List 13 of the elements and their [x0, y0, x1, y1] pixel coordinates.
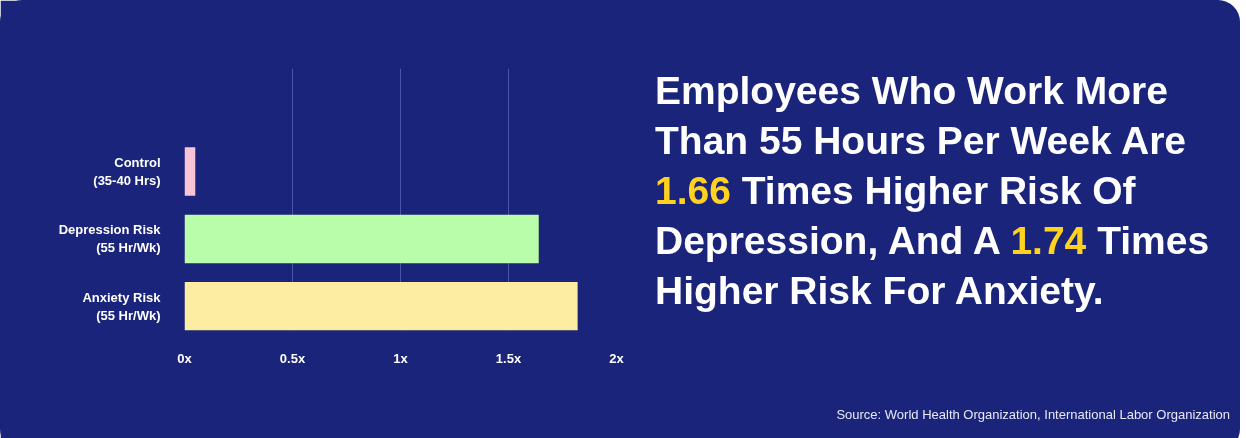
y-tick-label: Depression Risk (55 Hr/Wk) — [58, 222, 162, 256]
text: Employees Who Work More Than 55 Hours Per Week Are 1.66 Times Higher Risk Of Depression, And A 1.74 Times Higher Risk For Anxiety. — [655, 68, 1211, 314]
x-tick-label: 1x — [393, 350, 409, 366]
bar — [184, 147, 196, 196]
y-tick-label: Anxiety Risk (55 Hr/Wk) — [82, 289, 162, 323]
x-tick-label: 1.5x — [495, 350, 522, 366]
bar — [184, 214, 539, 264]
bar — [184, 282, 578, 331]
source-note: Source: World Health Organization, International Labor Organization — [836, 406, 1230, 424]
x-tick-label: 0.5x — [279, 350, 306, 366]
x-tick-label: 2x — [609, 350, 625, 366]
y-tick-label: Control (35-40 Hrs) — [93, 155, 161, 189]
x-tick-label: 0x — [177, 350, 193, 366]
